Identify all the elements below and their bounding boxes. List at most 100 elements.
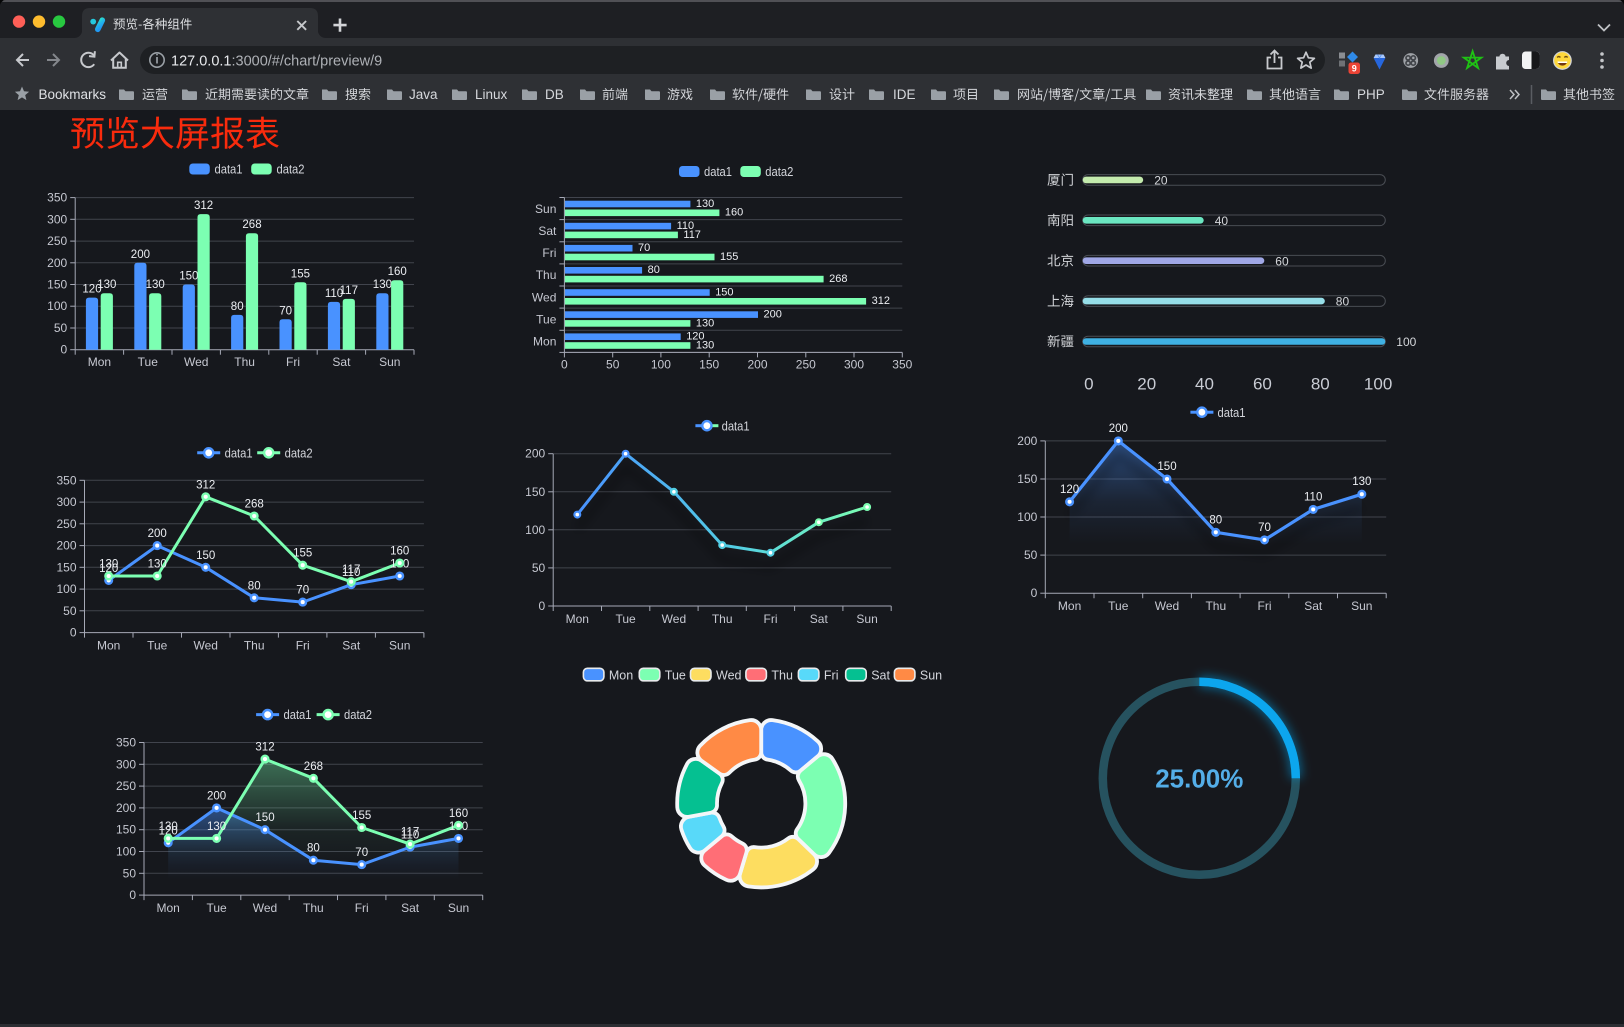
svg-text:350: 350 xyxy=(47,191,67,205)
svg-text:127.0.0.1:3000/#/chart/preview: 127.0.0.1:3000/#/chart/preview/9 xyxy=(171,54,382,70)
svg-text:Tue: Tue xyxy=(147,639,168,653)
svg-text:50: 50 xyxy=(123,866,137,880)
svg-text:200: 200 xyxy=(148,528,167,540)
svg-text:110: 110 xyxy=(1304,491,1322,503)
svg-text:100: 100 xyxy=(47,299,67,313)
svg-text:IDE: IDE xyxy=(893,87,916,102)
svg-text:300: 300 xyxy=(844,357,864,371)
svg-text:300: 300 xyxy=(56,495,76,509)
svg-text:Thu: Thu xyxy=(771,668,793,682)
svg-text:200: 200 xyxy=(56,539,76,553)
svg-text:Mon: Mon xyxy=(533,335,556,349)
svg-text:130: 130 xyxy=(97,279,116,291)
svg-text:data2: data2 xyxy=(277,163,305,177)
svg-text:80: 80 xyxy=(248,580,261,592)
svg-text:150: 150 xyxy=(525,485,545,499)
svg-text:data1: data1 xyxy=(704,165,732,179)
svg-text:150: 150 xyxy=(116,823,136,837)
svg-text:312: 312 xyxy=(196,479,215,491)
svg-text:100: 100 xyxy=(116,845,136,859)
svg-text:100: 100 xyxy=(1017,510,1037,524)
svg-text:200: 200 xyxy=(747,357,767,371)
svg-text:20: 20 xyxy=(1137,375,1156,394)
svg-text:155: 155 xyxy=(720,251,738,263)
svg-text:268: 268 xyxy=(304,761,323,773)
svg-text:Fri: Fri xyxy=(286,355,300,369)
svg-text:data2: data2 xyxy=(765,165,793,179)
svg-text:Wed: Wed xyxy=(193,639,217,653)
svg-text:Wed: Wed xyxy=(1155,599,1179,613)
svg-text:Sun: Sun xyxy=(1351,599,1372,613)
svg-text:Java: Java xyxy=(409,87,438,102)
svg-text:Tue: Tue xyxy=(615,612,636,626)
svg-text:120: 120 xyxy=(1060,484,1079,496)
svg-text:350: 350 xyxy=(892,357,912,371)
svg-text:Mon: Mon xyxy=(566,612,589,626)
svg-text:70: 70 xyxy=(638,242,650,254)
svg-text:100: 100 xyxy=(56,582,76,596)
svg-text:117: 117 xyxy=(401,827,419,839)
svg-text:80: 80 xyxy=(1311,375,1330,394)
svg-text:70: 70 xyxy=(1258,522,1271,534)
svg-text:Sat: Sat xyxy=(332,355,351,369)
svg-text:300: 300 xyxy=(116,757,136,771)
svg-text:25.00%: 25.00% xyxy=(1155,764,1243,794)
svg-text:Sat: Sat xyxy=(810,612,829,626)
svg-text:160: 160 xyxy=(390,546,409,558)
svg-text:120: 120 xyxy=(686,331,704,343)
svg-text:130: 130 xyxy=(696,339,714,351)
svg-text:40: 40 xyxy=(1195,375,1214,394)
svg-text:200: 200 xyxy=(47,256,67,270)
svg-text:Thu: Thu xyxy=(244,639,265,653)
svg-text:Sun: Sun xyxy=(379,355,400,369)
svg-text:200: 200 xyxy=(764,309,782,321)
svg-text:Mon: Mon xyxy=(157,901,180,915)
svg-text:130: 130 xyxy=(159,821,178,833)
svg-text:50: 50 xyxy=(606,357,620,371)
svg-text:data1: data1 xyxy=(722,419,750,433)
svg-text:200: 200 xyxy=(116,801,136,815)
svg-text:50: 50 xyxy=(532,561,546,575)
svg-text:70: 70 xyxy=(296,585,309,597)
svg-text:155: 155 xyxy=(352,810,371,822)
svg-text:110: 110 xyxy=(325,288,343,300)
svg-text:data1: data1 xyxy=(284,708,312,722)
svg-text:312: 312 xyxy=(194,200,213,212)
svg-text:Tue: Tue xyxy=(138,355,159,369)
svg-text:40: 40 xyxy=(1215,214,1229,228)
svg-text:0: 0 xyxy=(561,357,568,371)
svg-text:300: 300 xyxy=(47,212,67,226)
svg-text:150: 150 xyxy=(1017,472,1037,486)
svg-text:Thu: Thu xyxy=(712,612,733,626)
svg-text:data2: data2 xyxy=(285,446,313,460)
svg-text:data1: data1 xyxy=(225,446,253,460)
svg-text:Sun: Sun xyxy=(535,202,556,216)
svg-text:110: 110 xyxy=(677,220,695,232)
svg-text:data1: data1 xyxy=(1218,406,1246,420)
svg-text:Fri: Fri xyxy=(296,639,310,653)
svg-text:Tue: Tue xyxy=(206,901,227,915)
svg-text:PHP: PHP xyxy=(1357,87,1385,102)
svg-text:Fri: Fri xyxy=(1258,599,1272,613)
svg-text:50: 50 xyxy=(54,321,68,335)
svg-text:268: 268 xyxy=(245,499,264,511)
svg-text:60: 60 xyxy=(1275,254,1289,268)
svg-text:160: 160 xyxy=(388,266,407,278)
svg-text:250: 250 xyxy=(116,779,136,793)
svg-text:117: 117 xyxy=(683,229,701,241)
svg-text:150: 150 xyxy=(715,286,733,298)
svg-text:80: 80 xyxy=(307,843,320,855)
svg-text:120: 120 xyxy=(159,825,178,837)
svg-text:80: 80 xyxy=(648,264,660,276)
svg-text:150: 150 xyxy=(196,550,215,562)
svg-text:50: 50 xyxy=(63,604,77,618)
svg-text:Sat: Sat xyxy=(401,901,420,915)
svg-text:Tue: Tue xyxy=(536,313,557,327)
svg-text:117: 117 xyxy=(342,564,360,576)
svg-text:Bookmarks: Bookmarks xyxy=(39,87,107,102)
svg-text:Fri: Fri xyxy=(824,668,839,682)
svg-text:0: 0 xyxy=(1031,586,1038,600)
svg-text:9: 9 xyxy=(1352,63,1357,73)
svg-text:100: 100 xyxy=(1364,375,1392,394)
svg-text:70: 70 xyxy=(355,847,368,859)
